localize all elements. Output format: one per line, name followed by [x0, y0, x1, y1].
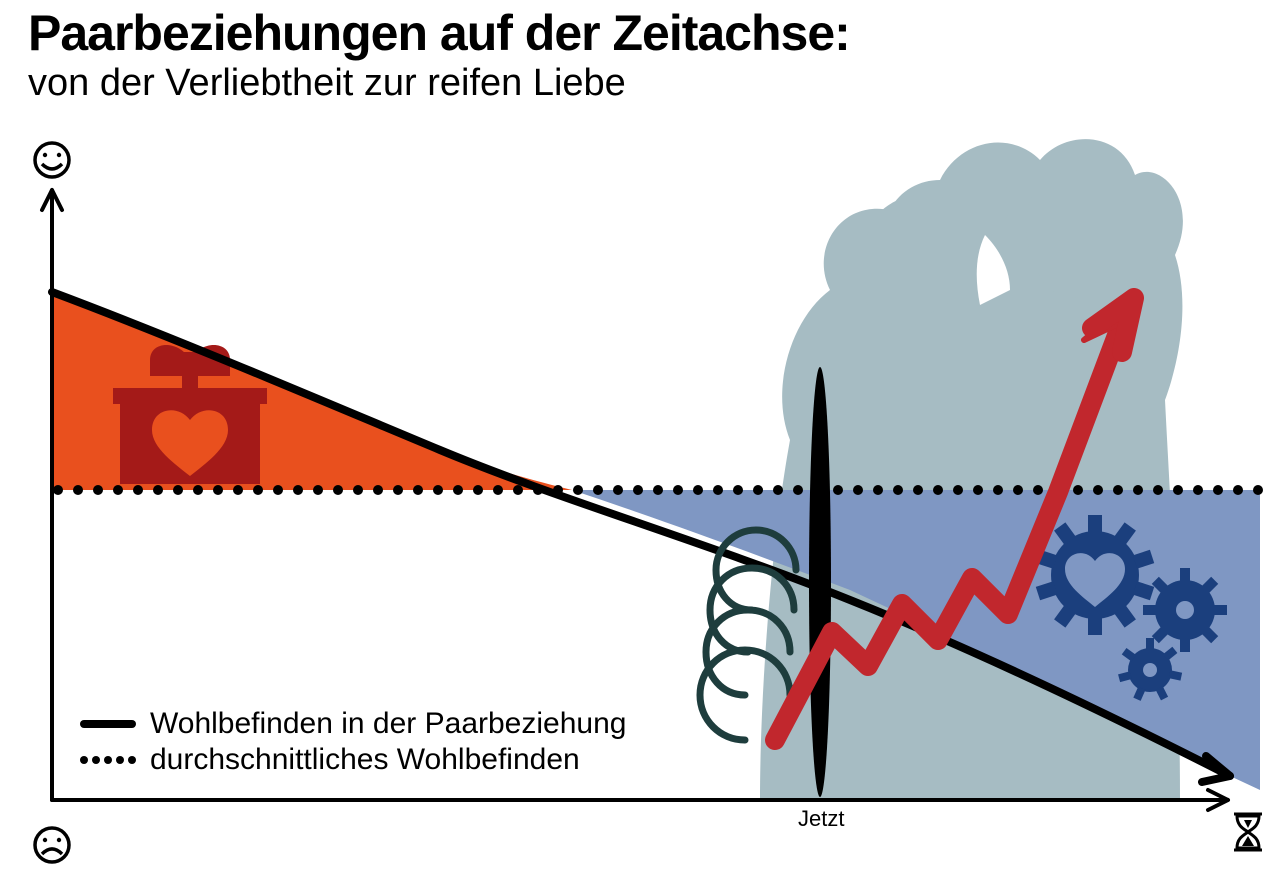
legend-solid-label: Wohlbefinden in der Paarbeziehung — [150, 707, 626, 741]
legend-dotted-swatch — [80, 756, 136, 764]
hourglass-icon — [1234, 814, 1262, 850]
legend: Wohlbefinden in der Paarbeziehung durchs… — [80, 706, 626, 778]
now-marker-icon — [809, 367, 831, 797]
dotted-baseline — [53, 485, 1263, 495]
sad-face-icon — [35, 828, 69, 862]
now-label: Jetzt — [798, 806, 844, 832]
legend-row-solid: Wohlbefinden in der Paarbeziehung — [80, 706, 626, 742]
legend-dotted-label: durchschnittliches Wohlbefinden — [150, 743, 580, 777]
happy-face-icon — [35, 143, 69, 177]
infographic-container: Paarbeziehungen auf der Zeitachse: von d… — [0, 0, 1280, 882]
legend-row-dotted: durchschnittliches Wohlbefinden — [80, 742, 626, 778]
legend-solid-swatch — [80, 720, 136, 728]
